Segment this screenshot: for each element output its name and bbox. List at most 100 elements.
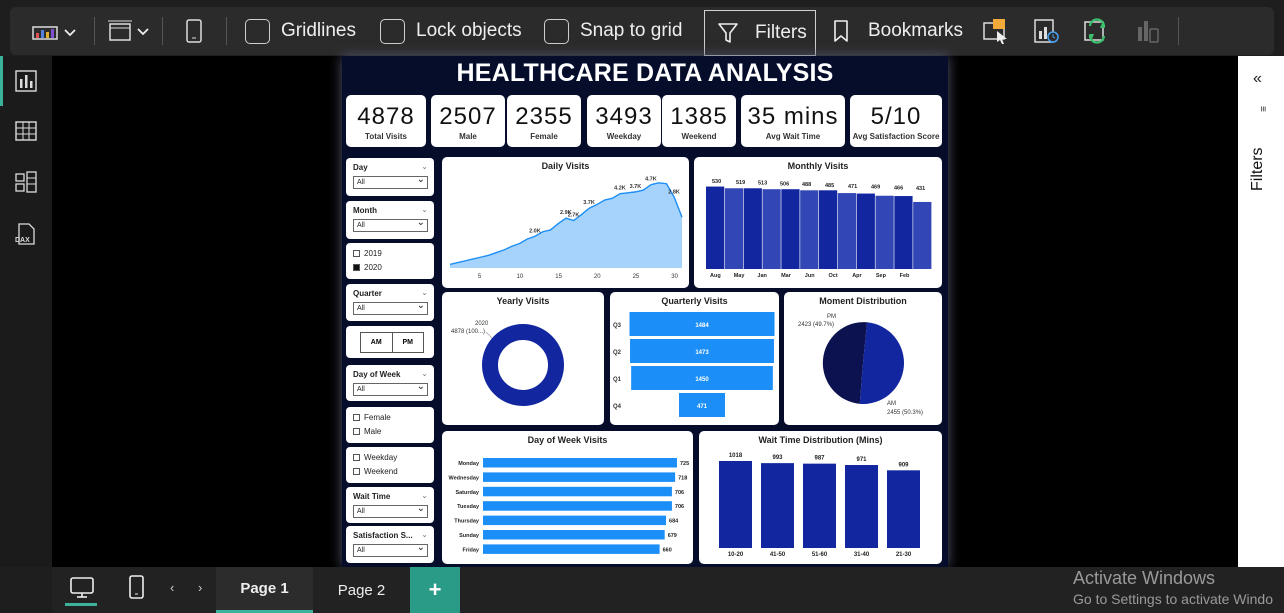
day-of-week-dropdown[interactable]: All [353,381,428,396]
day-of-week-visits-chart[interactable]: Day of Week Visits Monday 725 Wednesday 718… [442,431,693,564]
mobile-layout-icon[interactable] [127,574,147,602]
visual-type-dropdown[interactable] [32,7,82,55]
kpi-card-avg-satisfaction[interactable]: 5/10 Avg Satisfaction Score [850,95,942,147]
slicer-title: Wait Time [353,492,391,501]
monthly-data-label: 466 [894,185,903,191]
chevron-down-icon[interactable]: ⌄ [421,162,428,171]
monthly-bar [800,190,819,269]
daytype-weekday-option[interactable]: Weekday [353,453,397,462]
snap-to-grid-checkbox[interactable] [544,18,569,44]
mobile-visual-button[interactable] [1134,7,1162,55]
tab-page-1[interactable]: Page 1 [216,567,313,613]
lock-objects-toggle[interactable]: Lock objects [380,7,522,55]
gridlines-toggle[interactable]: Gridlines [245,7,356,55]
bookmarks-button[interactable]: Bookmarks [832,7,963,55]
slicer-quarter: Quarter ⌄ All [346,284,434,321]
monthly-data-label: 471 [848,184,857,190]
kpi-label: Male [459,132,477,141]
wait-category-label: 31-40 [854,552,870,558]
kpi-card-weekend[interactable]: 1385 Weekend [662,95,736,147]
chart-title: Monthly Visits [787,161,849,171]
monthly-data-label: 506 [780,181,789,187]
quarterly-bar [630,339,774,363]
report-page: HEALTHCARE DATA ANALYSIS 4878 Total Visi… [342,56,948,567]
quarter-dropdown[interactable]: All [353,300,428,315]
slicer-title: Day [353,163,368,172]
report-view-icon[interactable] [14,69,38,93]
quarterly-visits-chart[interactable]: Quarterly Visits 1484 Q3 1473 Q2 1450 Q1 471 Q4 [610,292,779,425]
wait-time-distribution-chart[interactable]: Wait Time Distribution (Mins) 1018 10-20 9… [699,431,942,564]
page-view-dropdown[interactable] [108,7,154,55]
chevron-down-icon[interactable]: ⌄ [421,530,428,539]
filters-pane-collapsed[interactable]: « ≡ Filters [1238,56,1284,567]
wait-data-label: 1018 [729,453,743,459]
sync-slicers-button[interactable] [1082,7,1110,55]
desktop-layout-icon[interactable] [68,575,96,603]
selection-pane-icon [983,19,1007,44]
monthly-bar [743,188,762,269]
am-button[interactable]: AM [361,333,393,352]
year-2019-option[interactable]: 2019 [353,249,382,258]
monthly-bar [837,193,857,269]
monthly-x-tick: Aug [710,273,721,279]
kpi-card-total-visits[interactable]: 4878 Total Visits [346,95,426,147]
chevron-down-icon[interactable]: ⌄ [421,369,428,378]
chevron-down-icon[interactable]: ⌄ [421,491,428,500]
gender-female-option[interactable]: Female [353,413,391,422]
next-page-icon[interactable]: › [198,580,203,595]
dow-bar [483,486,672,497]
yearly-visits-chart[interactable]: Yearly Visits 2020 4878 (100...) [442,292,604,425]
kpi-value: 1385 [670,103,728,130]
daily-visits-chart[interactable]: Daily Visits 2.0K 2.9K 2.7K 3.7K 4.2K 3.7K 4.7… [442,157,689,288]
moment-distribution-chart[interactable]: Moment Distribution PM 2423 (49.7%) AM 2455… [784,292,942,425]
kpi-card-weekday[interactable]: 3493 Weekday [587,95,661,147]
slicer-day-of-week: Day of Week ⌄ All [346,365,434,401]
watermark-subtitle: Go to Settings to activate Windo [1073,591,1273,607]
monthly-visits-chart[interactable]: Monthly Visits 530 519 513 506 488 485 471 469 4… [694,157,942,288]
wait-time-dropdown[interactable]: All [353,503,428,518]
day-of-week-svg: Monday 725 Wednesday 718 Saturday 706 Tuesday 7… [449,458,689,554]
kpi-label: Total Visits [365,132,407,141]
gridlines-checkbox[interactable] [245,18,270,44]
wait-bar [719,461,752,548]
year-2020-option[interactable]: 2020 [353,263,382,272]
pm-button[interactable]: PM [402,339,414,346]
daytype-weekend-option[interactable]: Weekend [353,467,398,476]
selection-pane-button[interactable] [982,7,1010,55]
dax-query-view-icon[interactable]: DAX [14,222,38,246]
table-view-icon[interactable] [14,119,38,143]
tab-page-2[interactable]: Page 2 [337,581,386,599]
daily-x-tick: 30 [671,274,678,280]
mobile-layout-button[interactable] [185,7,203,55]
add-page-button[interactable]: + [410,567,460,613]
gridlines-label: Gridlines [281,20,356,41]
performance-analyzer-button[interactable] [1032,7,1060,55]
quarterly-data-label: 1450 [695,377,709,383]
model-view-icon[interactable] [14,170,38,194]
chart-title: Quarterly Visits [661,296,728,306]
month-dropdown[interactable]: All [353,217,428,232]
previous-page-icon[interactable]: ‹ [170,580,175,595]
daily-data-label: 3.7K [630,184,642,190]
kpi-card-avg-wait-time[interactable]: 35 mins Avg Wait Time [741,95,845,147]
chevron-down-icon[interactable]: ⌄ [421,205,428,214]
chevron-down-icon[interactable]: ⌄ [421,288,428,297]
snap-to-grid-toggle[interactable]: Snap to grid [544,7,682,55]
filters-button[interactable]: Filters [704,10,816,56]
activate-windows-watermark: Activate Windows Go to Settings to activ… [1073,567,1273,607]
moment-pie-slice-pm [822,322,868,404]
satisfaction-dropdown[interactable]: All [353,542,428,557]
lock-objects-checkbox[interactable] [380,18,405,44]
gender-male-option[interactable]: Male [353,427,381,436]
wait-data-label: 993 [772,455,783,461]
expand-pane-icon[interactable]: « [1253,70,1262,87]
kpi-card-male[interactable]: 2507 Male [431,95,505,147]
monthly-data-label: 488 [802,182,811,188]
snap-to-grid-label: Snap to grid [580,20,683,41]
kpi-card-female[interactable]: 2355 Female [507,95,581,147]
day-dropdown[interactable]: All [353,174,428,189]
dow-data-label: 684 [669,519,679,525]
slicer-month: Month ⌄ All [346,201,434,239]
slicer-title: Quarter [353,289,382,298]
